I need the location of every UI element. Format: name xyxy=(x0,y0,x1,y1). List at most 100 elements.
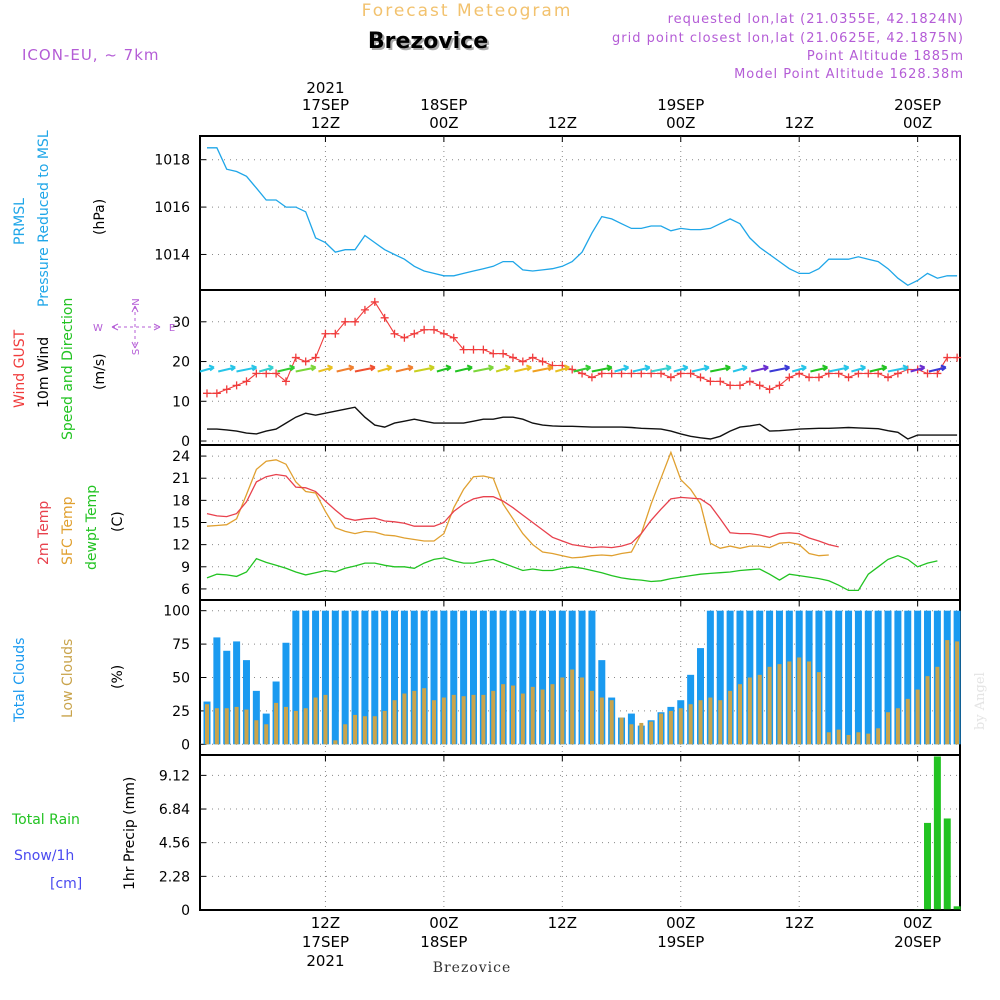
bottom-time-label: 00Z xyxy=(429,914,458,932)
gust-marker xyxy=(291,353,300,362)
low-clouds-bar xyxy=(451,694,456,745)
gust-marker xyxy=(745,377,754,386)
total-clouds-bar xyxy=(864,610,872,745)
wind-y-tick-label: 0 xyxy=(181,434,190,450)
gridpoint-coordinates: grid point closest lon,lat (21.0625E, 42… xyxy=(612,31,964,46)
gust-marker xyxy=(706,377,715,386)
sfc-temp-line xyxy=(206,450,829,559)
bottom-time-label: 12Z xyxy=(548,914,577,932)
low-clouds-bar xyxy=(313,697,318,745)
bottom-time-label: 00Z xyxy=(903,914,932,932)
top-time-label: 18SEP xyxy=(420,96,467,114)
gust-marker xyxy=(657,369,666,378)
total-clouds-bar xyxy=(469,610,477,745)
clouds-y-tick-label: 100 xyxy=(163,604,190,620)
low-clouds-bar xyxy=(737,684,742,745)
low-clouds-bar xyxy=(728,690,733,745)
low-clouds-bar xyxy=(323,694,328,745)
top-time-label: 00Z xyxy=(903,114,932,132)
wind-direction-arrow-icon xyxy=(851,364,867,373)
top-time-label: 20SEP xyxy=(894,96,941,114)
wind-direction-arrow-icon xyxy=(277,364,296,373)
low-clouds-bar xyxy=(708,697,713,745)
low-clouds-bar xyxy=(807,661,812,745)
low-clouds-bar xyxy=(678,708,683,745)
low-clouds-bar xyxy=(402,693,407,745)
low-clouds-bar xyxy=(530,686,535,745)
low-clouds-bar xyxy=(816,672,821,745)
low-clouds-bar xyxy=(649,721,654,745)
gust-marker xyxy=(331,329,340,338)
temperature-y-tick-label: 6 xyxy=(181,582,190,598)
wind-gust-label: Wind GUST xyxy=(12,329,28,408)
gust-marker xyxy=(597,369,606,378)
bottom-time-label: 12Z xyxy=(311,914,340,932)
low-clouds-bar xyxy=(343,724,348,745)
total-clouds-bar xyxy=(489,610,497,745)
bottom-time-label: 00Z xyxy=(666,914,695,932)
gust-marker xyxy=(489,349,498,358)
temperature-series xyxy=(206,450,938,592)
y-tick-labels: 1014101610180102030691215182124025507510… xyxy=(154,153,190,919)
low-clouds-bar xyxy=(639,722,644,745)
gust-marker xyxy=(666,373,675,382)
gust-marker xyxy=(518,357,527,366)
temperature-y-tick-label: 18 xyxy=(172,493,190,509)
model-label: ICON-EU, ~ 7km xyxy=(22,46,160,64)
gust-marker xyxy=(716,377,725,386)
cloud-series xyxy=(203,610,961,745)
gust-marker xyxy=(410,329,419,338)
compass-s-label: S xyxy=(131,349,142,355)
gust-marker xyxy=(726,381,735,390)
temp-unit: (C) xyxy=(110,511,126,532)
low-clouds-bar xyxy=(659,713,664,745)
top-time-label: 00Z xyxy=(429,114,458,132)
gust-marker xyxy=(834,369,843,378)
total-clouds-bar xyxy=(588,610,596,745)
gust-marker xyxy=(627,369,636,378)
temperature-y-tick-label: 15 xyxy=(172,516,190,532)
gust-marker xyxy=(212,389,221,398)
gust-marker xyxy=(578,369,587,378)
total-clouds-bar xyxy=(854,610,862,745)
low-clouds-bar xyxy=(856,732,861,745)
total-clouds-bar xyxy=(302,610,310,745)
pressure-panel xyxy=(199,135,961,291)
bottom-time-label: 2021 xyxy=(306,952,344,970)
temp-2m-line xyxy=(206,473,839,549)
gust-marker xyxy=(874,369,883,378)
model-altitude: Model Point Altitude 1628.38m xyxy=(734,67,964,82)
total-clouds-bar xyxy=(716,610,724,745)
total-clouds-bar xyxy=(321,610,329,745)
wind-direction-arrow-icon xyxy=(436,364,452,373)
station-title-shadow: Brezovice xyxy=(370,31,490,56)
gust-marker xyxy=(854,369,863,378)
low-clouds-bar xyxy=(333,740,338,745)
total-clouds-bar xyxy=(292,610,300,745)
gust-marker xyxy=(775,381,784,390)
wind-direction-arrow-icon xyxy=(673,364,689,373)
low-clouds-bar xyxy=(303,708,308,745)
gust-marker xyxy=(479,345,488,354)
wind-10m-line xyxy=(207,406,958,440)
precip-panel xyxy=(199,754,961,911)
wind-direction-arrow-icon xyxy=(632,364,651,373)
bottom-time-label: 17SEP xyxy=(302,933,349,951)
wind-direction-arrow-icon xyxy=(928,364,947,373)
low-clouds-bar xyxy=(886,712,891,745)
total-clouds-bar xyxy=(381,610,389,745)
low-clouds-bar xyxy=(392,700,397,745)
pressure-y-tick-label: 1018 xyxy=(154,153,190,169)
temperature-y-tick-label: 12 xyxy=(172,538,190,554)
low-clouds-bar xyxy=(925,676,930,745)
wind-direction-arrow-icon xyxy=(555,364,570,373)
pressure-y-tick-label: 1014 xyxy=(154,247,190,263)
gust-marker xyxy=(587,373,596,382)
gust-marker xyxy=(528,353,537,362)
total-clouds-bar xyxy=(894,610,902,745)
total-clouds-bar xyxy=(223,650,231,745)
wind-direction-arrow-icon xyxy=(614,364,630,373)
low-clouds-bar xyxy=(945,640,950,745)
gust-marker xyxy=(893,369,902,378)
